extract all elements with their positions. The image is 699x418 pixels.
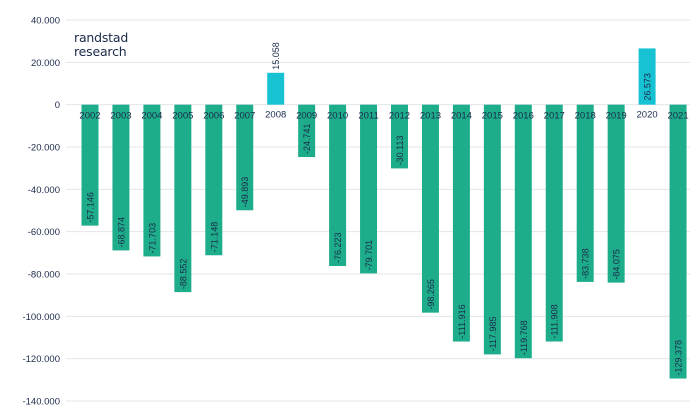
brand-logo: randstad research	[74, 31, 128, 58]
x-tick-label: 2020	[637, 110, 658, 121]
y-tick-label: -80.000	[28, 270, 60, 281]
y-tick-label: -140.000	[22, 397, 60, 408]
value-label: -30.113	[395, 136, 405, 166]
x-tick-label: 2012	[389, 111, 410, 122]
x-tick-label: 2018	[575, 111, 596, 122]
x-tick-label: 2011	[358, 111, 378, 122]
bar-2014	[452, 104, 470, 342]
value-label: -83.738	[581, 248, 591, 279]
x-tick-label: 2009	[296, 111, 317, 122]
x-tick-label: 2002	[79, 111, 100, 122]
value-label: -111.908	[550, 304, 560, 338]
x-tick-label: 2004	[141, 111, 162, 122]
value-label: 15.058	[271, 42, 281, 70]
y-tick-label: 0	[55, 100, 60, 111]
bar-2018	[576, 104, 594, 282]
value-label: -49.893	[240, 177, 250, 208]
value-label: -84.075	[612, 249, 622, 280]
bar-2016	[514, 104, 532, 359]
value-labels: -57.146 -68.874 -71.703 -88.552 -71.148 -49.8…	[86, 42, 684, 375]
bar-2008	[267, 72, 285, 105]
y-tick-label: 20.000	[31, 58, 60, 69]
bar-2007	[236, 104, 254, 211]
value-label: -129.378	[674, 340, 684, 376]
bar-2009	[298, 104, 316, 158]
value-label: -76.223	[333, 232, 343, 263]
value-label: -79.701	[364, 240, 374, 271]
bar-2010	[329, 104, 347, 267]
x-tick-label: 2014	[451, 111, 472, 122]
bars	[81, 48, 687, 379]
y-tick-label: -40.000	[28, 185, 60, 196]
value-label: -24.741	[302, 124, 312, 155]
y-tick-label: 40.000	[31, 16, 60, 27]
x-tick-label: 2013	[420, 111, 441, 122]
bar-2020	[638, 48, 656, 105]
x-tick-label: 2016	[513, 111, 534, 122]
value-label: -71.148	[209, 222, 219, 253]
bar-2012	[391, 104, 408, 169]
x-tick-label: 2008	[265, 110, 286, 121]
x-axis-labels: 2002 2003 2004 2005 2006 2007 2008 2009 2010 2011…	[79, 110, 688, 122]
x-tick-label: 2003	[110, 111, 131, 122]
value-label: 26.573	[643, 73, 653, 101]
bar-2005	[174, 104, 192, 293]
x-tick-label: 2010	[327, 111, 348, 122]
value-label: -71.703	[147, 223, 157, 254]
x-tick-label: 2015	[482, 111, 503, 122]
value-label: -57.146	[86, 192, 96, 223]
y-tick-label: -60.000	[28, 227, 60, 238]
y-axis: 40.000 20.000 0 -20.000 -40.000 -60.000 -80.00…	[22, 16, 60, 408]
value-label: -111.916	[457, 304, 467, 338]
value-label: -98.265	[426, 279, 436, 310]
value-label: -68.874	[116, 217, 126, 248]
value-label: -117.985	[488, 317, 498, 352]
y-tick-label: -20.000	[28, 143, 60, 154]
bar-2013	[421, 104, 439, 313]
bar-2004	[143, 104, 161, 257]
y-tick-label: -100.000	[22, 312, 60, 323]
x-tick-label: 2006	[203, 111, 224, 122]
value-label: -88.552	[178, 259, 188, 290]
x-tick-label: 2007	[234, 111, 255, 122]
x-tick-label: 2005	[172, 111, 193, 122]
x-tick-label: 2017	[544, 111, 565, 122]
bar-2017	[545, 104, 563, 342]
bar-2003	[112, 104, 130, 251]
brand-line-2: research	[74, 43, 127, 59]
bar-2006	[205, 104, 223, 256]
bar-2002	[81, 104, 99, 226]
brand-line-1: randstad	[74, 30, 129, 45]
bar-2021	[669, 104, 687, 379]
y-tick-label: -120.000	[22, 354, 60, 365]
bar-2011	[360, 104, 378, 274]
bar-2015	[483, 104, 501, 355]
x-tick-label: 2019	[606, 111, 627, 122]
bar-2019	[607, 104, 625, 283]
x-tick-label: 2021	[667, 111, 688, 122]
value-label: -119.768	[519, 320, 529, 355]
